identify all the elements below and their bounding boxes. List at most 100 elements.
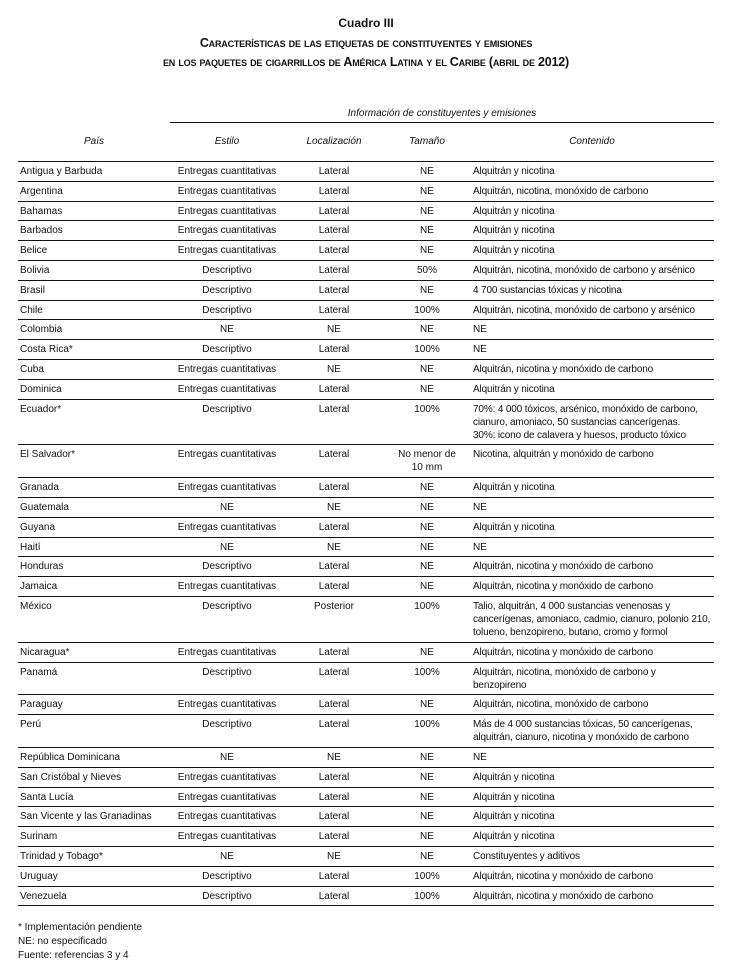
- table-title-line-1: Características de las etiquetas de cons…: [199, 36, 533, 50]
- tamano-line: 100%: [414, 403, 440, 415]
- contenido-line: Alquitrán y nicotina: [473, 225, 555, 237]
- tamano-line: 100%: [414, 344, 440, 356]
- cell-localizacion: Lateral: [318, 225, 350, 237]
- cell-contenido: Alquitrán, nicotina, monóxido de carbono…: [470, 663, 714, 695]
- cell-contenido: Talio, alquitrán, 4 000 sustancias venen…: [470, 597, 714, 642]
- contenido-line: Constituyentes y aditivos: [473, 850, 580, 862]
- cell-estilo: Descriptivo: [202, 344, 252, 356]
- table-row: San Cristóbal y Nieves Entregas cuantitat…: [18, 768, 714, 788]
- table-title-line-2: en los paquetes de cigarrillos de Améric…: [163, 55, 569, 69]
- cell-localizacion: Lateral: [318, 185, 350, 197]
- cell-tamano: 100%: [384, 597, 470, 642]
- cell-estilo: Entregas cuantitativas: [177, 383, 277, 395]
- contenido-line: Alquitrán, nicotina y monóxido de carbon…: [473, 363, 654, 375]
- cell-contenido: NE: [470, 498, 714, 517]
- cell-localizacion: Lateral: [318, 245, 350, 257]
- cell-tamano: NE: [384, 478, 470, 497]
- cell-localizacion: NE: [327, 363, 341, 375]
- cell-tamano: NE: [384, 202, 470, 221]
- contenido-line: Alquitrán y nicotina: [473, 166, 555, 177]
- contenido-line: Alquitrán, nicotina, monóxido de carbono…: [473, 304, 695, 316]
- contenido-line: Talio, alquitrán, 4 000 sustancias venen…: [473, 600, 671, 612]
- tamano-line: NE: [420, 541, 434, 553]
- cell-localizacion: NE: [327, 501, 341, 513]
- tamano-line: NE: [420, 771, 434, 783]
- cell-estilo: Entregas cuantitativas: [177, 791, 277, 803]
- tamano-line: NE: [420, 831, 434, 843]
- table-row: Granada Entregas cuantitativas Lateral NE Al…: [18, 478, 714, 498]
- cell-tamano: NE: [384, 577, 470, 596]
- cell-pais: Granada: [20, 482, 59, 494]
- cell-localizacion: Lateral: [318, 166, 350, 177]
- table-number: Cuadro III: [338, 16, 394, 30]
- tamano-line: NE: [420, 185, 434, 197]
- cell-localizacion: NE: [327, 850, 341, 862]
- cell-tamano: 100%: [384, 867, 470, 886]
- tamano-line: NE: [420, 646, 434, 658]
- tamano-line: NE: [420, 284, 434, 296]
- tamano-line: NE: [420, 791, 434, 803]
- contenido-line: alquitrán, cianuro, nicotina y monóxido …: [473, 732, 689, 744]
- cell-contenido: 70%: 4 000 tóxicos, arsénico, monóxido d…: [470, 400, 714, 445]
- cell-estilo: Entregas cuantitativas: [177, 363, 277, 375]
- tamano-line: NE: [420, 166, 434, 177]
- contenido-line: NE: [473, 541, 487, 553]
- cell-tamano: NE: [384, 643, 470, 662]
- cell-tamano: 100%: [384, 663, 470, 695]
- cell-estilo: Descriptivo: [202, 403, 252, 415]
- cell-estilo: Descriptivo: [202, 561, 252, 573]
- table-row: Guyana Entregas cuantitativas Lateral NE Alq…: [18, 518, 714, 538]
- cell-pais: Jamaica: [20, 581, 58, 593]
- cell-estilo: Descriptivo: [202, 719, 252, 731]
- contenido-line: tolueno, benzopireno, butano, cromo y fo…: [473, 626, 668, 638]
- tamano-line: NE: [420, 850, 434, 862]
- table-row: Jamaica Entregas cuantitativas Lateral NE Al…: [18, 577, 714, 597]
- table-row: Perú Descriptivo Lateral 100% Más de 4 000 s…: [18, 715, 714, 748]
- cell-tamano: NE: [384, 518, 470, 537]
- contenido-line: NE: [473, 324, 487, 336]
- header-estilo: Estilo: [214, 136, 240, 147]
- cell-contenido: 4 700 sustancias tóxicas y nicotina: [470, 281, 714, 300]
- tamano-line: NE: [420, 225, 434, 237]
- cell-localizacion: Lateral: [318, 581, 350, 593]
- cell-estilo: Entregas cuantitativas: [177, 811, 277, 823]
- cell-localizacion: Lateral: [318, 403, 350, 415]
- cell-pais: México: [20, 600, 52, 612]
- contenido-line: Alquitrán, nicotina, monóxido de carbono…: [473, 264, 695, 276]
- cell-pais: Panamá: [20, 666, 58, 678]
- cell-pais: Uruguay: [20, 870, 58, 882]
- contenido-line: Alquitrán y nicotina: [473, 791, 555, 803]
- cell-estilo: Entregas cuantitativas: [177, 482, 277, 494]
- cell-estilo: Descriptivo: [202, 304, 252, 316]
- cell-contenido: Alquitrán y nicotina: [470, 827, 714, 846]
- cell-contenido: Más de 4 000 sustancias tóxicas, 50 canc…: [470, 715, 714, 747]
- contenido-line: Alquitrán y nicotina: [473, 521, 555, 533]
- tamano-line: NE: [420, 501, 434, 513]
- cell-contenido: Alquitrán y nicotina: [470, 478, 714, 497]
- cell-estilo: Descriptivo: [202, 870, 252, 882]
- cell-estilo: NE: [220, 850, 234, 862]
- cell-localizacion: Lateral: [318, 771, 350, 783]
- cell-pais: Cuba: [20, 363, 44, 375]
- cell-pais: Costa Rica*: [20, 344, 73, 356]
- table-row: Dominica Entregas cuantitativas Lateral NE A…: [18, 380, 714, 400]
- cell-estilo: Descriptivo: [202, 284, 252, 296]
- cell-contenido: Alquitrán, nicotina, monóxido de carbono: [470, 182, 714, 201]
- tamano-line: 100%: [414, 870, 440, 882]
- cell-contenido: Constituyentes y aditivos: [470, 847, 714, 866]
- cell-tamano: NE: [384, 538, 470, 557]
- cell-localizacion: Lateral: [318, 561, 350, 573]
- cell-pais: Brasil: [20, 284, 46, 296]
- contenido-line: benzopireno: [473, 679, 527, 691]
- contenido-line: NE: [473, 751, 487, 763]
- cell-pais: Colombia: [20, 324, 63, 336]
- contenido-line: Alquitrán y nicotina: [473, 245, 555, 257]
- table-row: Bolivia Descriptivo Lateral 50% Alquitrán, n…: [18, 261, 714, 281]
- table-row: Surinam Entregas cuantitativas Lateral NE Al…: [18, 827, 714, 847]
- cell-localizacion: Lateral: [318, 344, 350, 356]
- cell-estilo: Descriptivo: [202, 890, 252, 902]
- table-row: Guatemala NE NE NE NE: [18, 498, 714, 518]
- footnote: * Implementación pendiente: [18, 922, 142, 933]
- cell-pais: Trinidad y Tobago*: [20, 850, 103, 862]
- table-row: El Salvador* Entregas cuantitativas Latera…: [18, 445, 714, 479]
